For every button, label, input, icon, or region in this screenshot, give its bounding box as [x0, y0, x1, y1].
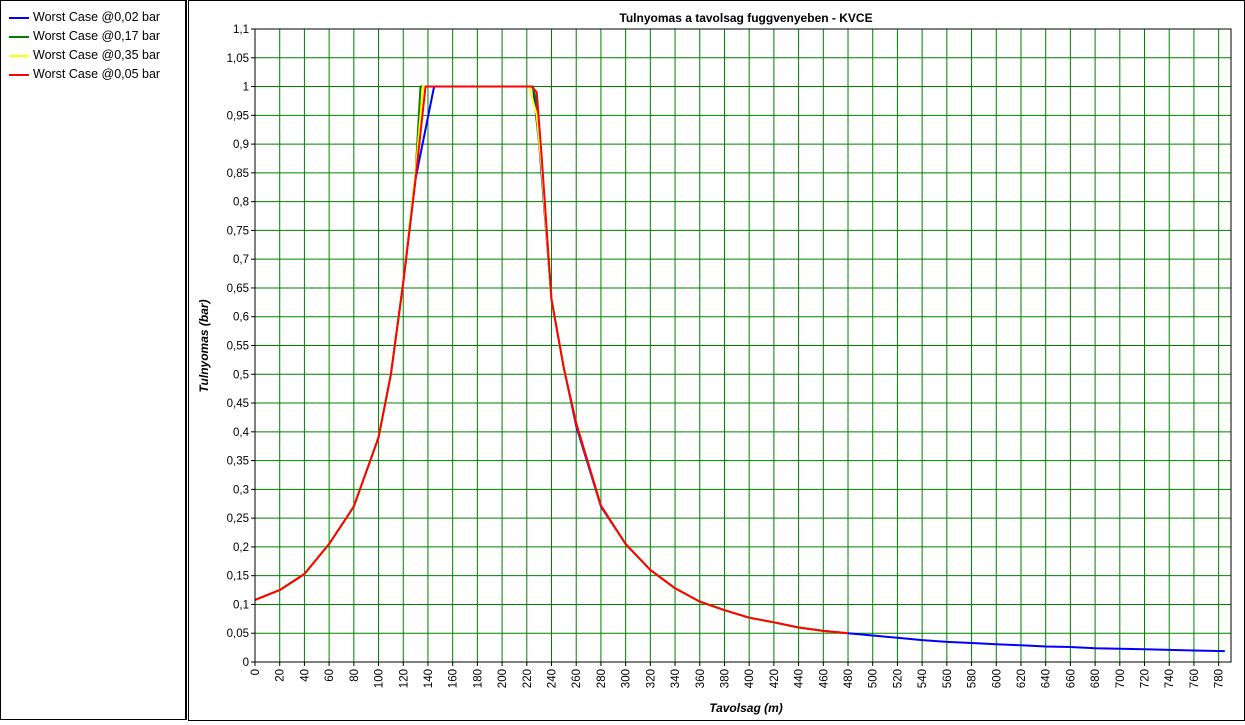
y-tick-label: 0,75	[227, 225, 249, 237]
x-tick-label: 400	[744, 669, 756, 688]
x-tick-label: 600	[991, 669, 1003, 688]
y-tick-label: 0,5	[233, 369, 249, 381]
legend-label-1: Worst Case @0,17 bar	[33, 29, 161, 43]
legend-item-3: Worst Case @0,05 bar	[9, 67, 160, 85]
x-tick-label: 320	[645, 669, 657, 688]
legend-label-2: Worst Case @0,35 bar	[33, 48, 161, 62]
legend-swatch-3	[9, 73, 29, 76]
series-lines	[254, 85, 1225, 653]
x-tick-label: 640	[1041, 669, 1053, 688]
legend-swatch-2	[9, 54, 29, 57]
x-tick-label: 280	[596, 669, 608, 688]
y-tick-label: 0,55	[227, 341, 249, 353]
x-tick-label: 520	[892, 669, 904, 688]
y-tick-label: 0,6	[233, 312, 249, 324]
x-tick-label: 140	[423, 669, 435, 688]
y-tick-label: 0,15	[227, 571, 249, 583]
x-tick-label: 420	[769, 669, 781, 688]
x-tick-label: 60	[324, 669, 336, 682]
y-tick-label: 0,4	[233, 427, 250, 439]
series-line-3	[254, 85, 849, 635]
y-tick-label: 0,05	[227, 628, 249, 640]
x-tick-label: 720	[1140, 669, 1152, 688]
x-tick-label: 680	[1090, 669, 1102, 688]
y-tick-label: 0,35	[227, 456, 249, 468]
x-axis-label: Tavolsag (m)	[709, 701, 783, 715]
y-tick-label: 0,3	[233, 484, 249, 496]
y-tick-label: 0,1	[233, 599, 249, 611]
x-tick-label: 620	[1016, 669, 1028, 688]
x-tick-label: 440	[794, 669, 806, 688]
legend-panel: Worst Case @0,02 bar Worst Case @0,17 ba…	[0, 0, 187, 720]
x-tick-label: 540	[917, 669, 929, 688]
x-tick-label: 480	[843, 669, 855, 688]
series-line-0	[254, 85, 1225, 653]
chart-panel: Tulnyomas a tavolsag fuggvenyeben - KVCE…	[188, 0, 1245, 721]
x-tick-label: 780	[1214, 669, 1226, 688]
legend-label-3: Worst Case @0,05 bar	[33, 67, 161, 81]
x-tick-label: 300	[621, 669, 633, 688]
x-tick-label: 120	[398, 669, 410, 688]
y-tick-label: 0,85	[227, 168, 249, 180]
y-tick-label: 1,1	[233, 24, 249, 36]
x-tick-label: 700	[1115, 669, 1127, 688]
line-chart: Tulnyomas a tavolsag fuggvenyeben - KVCE…	[197, 11, 1232, 715]
x-tick-label: 160	[448, 669, 460, 688]
x-tick-label: 200	[497, 669, 509, 688]
y-tick-label: 1	[243, 82, 249, 94]
x-tick-label: 760	[1189, 669, 1201, 688]
x-tick-label: 20	[275, 669, 287, 682]
y-tick-label: 0,7	[233, 254, 249, 266]
tick-labels: 0 20 40 60 80 100 120 140 160 180 200 220 240 260 280 3…	[227, 24, 1226, 688]
plot-frame	[254, 28, 1232, 663]
chart-title: Tulnyomas a tavolsag fuggvenyeben - KVCE	[619, 11, 872, 25]
x-tick-label: 180	[472, 669, 484, 688]
x-tick-label: 380	[719, 669, 731, 688]
y-tick-label: 0,25	[227, 513, 249, 525]
x-tick-label: 460	[818, 669, 830, 688]
y-tick-label: 0,2	[233, 542, 249, 554]
y-axis-label: Tulnyomas (bar)	[197, 299, 211, 392]
x-tick-label: 260	[571, 669, 583, 688]
x-tick-label: 100	[374, 669, 386, 688]
x-tick-label: 80	[349, 669, 361, 682]
legend-item-1: Worst Case @0,17 bar	[9, 29, 160, 47]
y-tick-label: 0	[243, 657, 249, 669]
legend-swatch-0	[9, 16, 29, 19]
legend-item-2: Worst Case @0,35 bar	[9, 48, 160, 66]
y-tick-label: 0,8	[233, 197, 249, 209]
x-tick-label: 580	[967, 669, 979, 688]
x-tick-label: 660	[1065, 669, 1077, 688]
y-tick-label: 0,9	[233, 139, 249, 151]
grid	[254, 28, 1231, 663]
x-tick-label: 40	[299, 669, 311, 682]
legend-label-0: Worst Case @0,02 bar	[33, 10, 161, 24]
legend-item-0: Worst Case @0,02 bar	[9, 10, 160, 28]
legend-swatch-1	[9, 35, 29, 38]
x-tick-label: 0	[250, 669, 262, 675]
y-tick-label: 1,05	[227, 53, 249, 65]
x-tick-label: 220	[522, 669, 534, 688]
x-tick-label: 240	[547, 669, 559, 688]
y-tick-label: 0,95	[227, 110, 249, 122]
x-tick-label: 500	[868, 669, 880, 688]
y-tick-label: 0,45	[227, 398, 249, 410]
x-tick-label: 740	[1164, 669, 1176, 688]
x-tick-label: 560	[942, 669, 954, 688]
x-tick-label: 360	[695, 669, 707, 688]
x-tick-label: 340	[670, 669, 682, 688]
y-tick-label: 0,65	[227, 283, 249, 295]
